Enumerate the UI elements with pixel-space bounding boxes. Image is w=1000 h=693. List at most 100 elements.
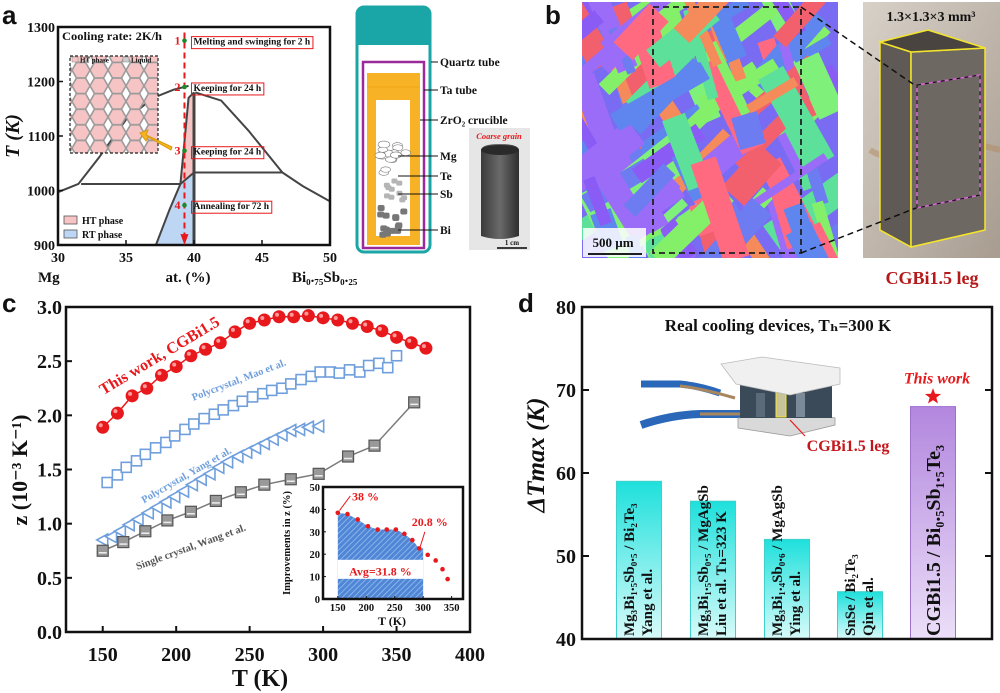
data-point (139, 525, 152, 538)
data-point (213, 336, 227, 350)
bi-piece (395, 222, 403, 229)
data-point (236, 395, 249, 408)
y-tick-label: 1300 (27, 21, 55, 36)
phase-line-solidus-left (154, 91, 195, 245)
improvement-point (410, 537, 415, 543)
data-point (230, 449, 244, 464)
step-number: 3 (174, 144, 180, 158)
legend-label-rt-phase: RT phase (82, 230, 123, 241)
data-point (110, 406, 124, 420)
phase-diagram-xlabel: at. (%) (166, 270, 211, 286)
leg (796, 393, 805, 417)
process-steps: 1 Melting and swinging for 2 h 2 Keeping fo… (174, 32, 314, 245)
inset-axes: 0 10 20 30 40 50 150 200 250 300 350 (310, 483, 460, 614)
bar-plot-axes: 40 50 60 70 80 (556, 297, 992, 651)
data-point (140, 505, 155, 521)
data-point (274, 427, 288, 443)
ebsd-grain (582, 120, 645, 208)
data-point (316, 311, 330, 325)
x-tick-label: 45 (255, 251, 269, 266)
quartz-tube-cap (357, 7, 430, 45)
data-point-highlight (319, 313, 324, 318)
mg-piece (380, 166, 391, 173)
data-point (295, 373, 307, 386)
y-tick-label: 40 (310, 505, 321, 516)
series-open-square (101, 349, 403, 489)
data-point (193, 471, 207, 487)
x-tick-label: 400 (455, 644, 485, 666)
data-point (287, 310, 301, 324)
data-point (121, 517, 135, 533)
y-tick-label: 3.0 (37, 297, 62, 319)
average-label: Avg=31.8 % (349, 564, 412, 578)
bi-piece (377, 211, 385, 218)
this-work-label: This work (904, 371, 970, 388)
data-point (247, 440, 262, 456)
data-point (239, 444, 253, 460)
bar-label: Yang et al. (640, 569, 656, 636)
leg (756, 393, 765, 417)
data-point-highlight (260, 316, 265, 320)
charge-pieces (374, 140, 411, 238)
data-point (375, 324, 389, 338)
phase-legend: HT phase RT phase (63, 215, 124, 241)
panel-label-a: a (2, 0, 17, 30)
data-point (419, 341, 433, 355)
data-point-highlight (348, 319, 353, 324)
x-tick-label: 150 (330, 603, 346, 614)
data-point-highlight (113, 409, 118, 414)
mg-piece (374, 151, 386, 159)
sample-ingot (481, 144, 519, 239)
data-point (149, 442, 162, 454)
x-tick-label: 150 (88, 644, 118, 666)
sb-te-piece (385, 185, 392, 191)
data-point-highlight (421, 344, 426, 349)
data-point (125, 389, 139, 403)
ebsd-grain (673, 2, 741, 44)
ebsd-grain (731, 111, 766, 151)
leg-photo: 1.3×1.3×3 mm³ (863, 2, 1000, 258)
data-point (140, 381, 154, 395)
data-point (345, 316, 359, 330)
data-point (331, 313, 345, 327)
y-tick-label: 0.5 (37, 568, 62, 590)
step-point (182, 38, 187, 43)
y-tick-label: 1200 (27, 76, 55, 91)
inset-legend-ht: HT phase (80, 57, 109, 65)
improvement-point (345, 511, 350, 517)
x-tick-label: 250 (235, 644, 265, 666)
bar-label: Mg₃Bi₁.₅Sb₀.₅ / Bi₂Te₃ (622, 503, 638, 636)
data-point (219, 454, 234, 470)
step-number: 4 (174, 198, 180, 212)
leg-right-face (910, 47, 986, 248)
ebsd-selection-box (652, 6, 802, 254)
ebsd-grain (806, 167, 829, 206)
data-point (368, 439, 381, 452)
data-point (149, 500, 163, 515)
data-point (333, 367, 346, 379)
data-point-highlight (230, 327, 235, 332)
data-point (284, 473, 297, 486)
data-point (228, 325, 242, 339)
mg-piece (390, 151, 402, 159)
crucible-label: Mg (440, 151, 457, 163)
improvement-point (433, 558, 438, 563)
annotation-this-work: This work, CGBi1.5 (97, 314, 223, 399)
bar-label: CGBi1.5 / Bi₀.₅Sb₁.₅Te₃ (923, 445, 945, 636)
y-tick-label: 30 (310, 528, 321, 539)
y-tick-label: 1.5 (37, 460, 62, 482)
series-gray-square (96, 396, 421, 557)
y-tick-label: 0.0 (37, 622, 62, 644)
data-point (175, 483, 190, 499)
improvement-point (335, 510, 341, 516)
data-point (160, 436, 172, 449)
crucible-label: Bi (440, 225, 452, 237)
microstructure-inset: HT phase Liquid (69, 55, 173, 154)
data-point (258, 478, 271, 491)
cgbi-leg-highlight (775, 390, 787, 418)
y-tick-label: 20 (310, 550, 321, 561)
data-point (217, 404, 229, 416)
ebsd-grain (785, 221, 838, 258)
leg-pointer (789, 419, 806, 437)
